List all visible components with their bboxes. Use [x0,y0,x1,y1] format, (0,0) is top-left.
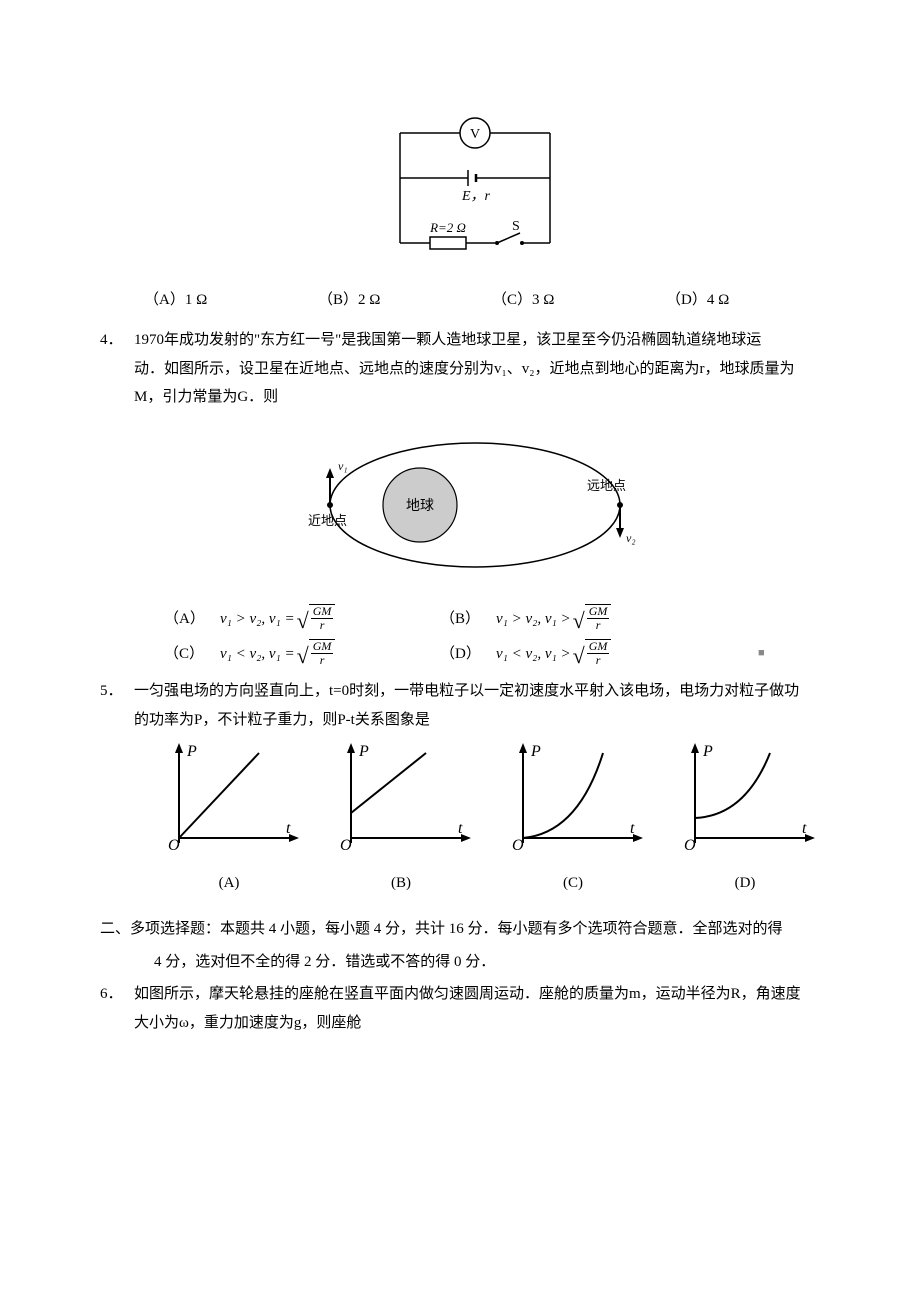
q4-choice-d-label: （D） [440,637,496,672]
q5-number: 5． [100,677,134,706]
v1-label: v₁ [338,459,348,473]
graph-b-label: (B) [326,869,476,898]
graph-a: P t O (A) [154,738,304,897]
q6-line2: 大小为ω，重力加速度为g，则座舱 [100,1009,840,1038]
emf-label: E，r [461,189,491,204]
q5-line1: 一匀强电场的方向竖直向上，t=0时刻，一带电粒子以一定初速度水平射入该电场，电场… [134,677,840,706]
svg-text:P: P [530,743,541,760]
earth-label: 地球 [406,498,434,514]
q4-line1: 1970年成功发射的"东方红一号"是我国第一颗人造地球卫星，该卫星至今仍沿椭圆轨… [134,326,840,355]
choice-c: （C）3 Ω [492,286,666,315]
v2-label: v₂ [626,531,636,545]
perigee-label: 近地点 [308,513,347,528]
q4-choice-d-expr: v₁ < v₂, v₁ > [496,637,571,672]
q4-choice-c-expr: v₁ < v₂, v₁ = [220,637,295,672]
choice-b: （B）2 Ω [318,286,492,315]
circuit-diagram: V E，r R=2 Ω S [100,108,840,274]
svg-text:O: O [684,837,696,854]
voltmeter-label: V [470,127,480,142]
q4-choice-c-label: （C） [164,637,220,672]
q5-graphs: P t O (A) P t O (B) [100,734,840,897]
section2-head: 二、多项选择题：本题共 4 小题，每小题 4 分，共计 16 分．每小题有多个选… [100,915,840,944]
svg-text:O: O [168,837,180,854]
section2-head2: 4 分，选对但不全的得 2 分．错选或不答的得 0 分． [100,948,840,977]
graph-c: P t O (C) [498,738,648,897]
svg-text:O: O [340,837,352,854]
q4-choice-a-expr: v₁ > v₂, v₁ = [220,602,295,637]
apogee-label: 远地点 [587,478,626,493]
svg-text:t: t [802,820,807,837]
q4-number: 4． [100,326,134,355]
svg-text:t: t [286,820,291,837]
choice-a: （A）1 Ω [144,286,318,315]
q4-line3: M，引力常量为G．则 [100,383,840,412]
q5: 5． 一匀强电场的方向竖直向上，t=0时刻，一带电粒子以一定初速度水平射入该电场… [100,677,840,706]
graph-d-label: (D) [670,869,820,898]
svg-text:P: P [358,743,369,760]
redot-marker: ■ [716,641,765,666]
switch-label: S [512,219,520,234]
svg-text:P: P [702,743,713,760]
choice-d: （D）4 Ω [666,286,840,315]
svg-text:t: t [458,820,463,837]
orbit-diagram: 地球 v₁ 近地点 v₂ 远地点 [100,420,840,591]
svg-text:O: O [512,837,524,854]
graph-c-label: (C) [498,869,648,898]
q4-line2: 动．如图所示，设卫星在近地点、远地点的速度分别为v₁、v₂，近地点到地心的距离为… [100,355,840,384]
graph-b: P t O (B) [326,738,476,897]
q3-choices: （A）1 Ω （B）2 Ω （C）3 Ω （D）4 Ω [100,286,840,315]
graph-a-label: (A) [154,869,304,898]
svg-text:P: P [186,743,197,760]
q6-line1: 如图所示，摩天轮悬挂的座舱在竖直平面内做匀速圆周运动．座舱的质量为m，运动半径为… [134,980,840,1009]
q4-choice-b-label: （B） [440,602,496,637]
q4-choices: （A） v₁ > v₂, v₁ = √GMr （B） v₁ > v₂, v₁ >… [100,602,840,671]
q4: 4． 1970年成功发射的"东方红一号"是我国第一颗人造地球卫星，该卫星至今仍沿… [100,326,840,355]
q5-line2: 的功率为P，不计粒子重力，则P-t关系图象是 [100,706,840,735]
q4-choice-b-expr: v₁ > v₂, v₁ > [496,602,571,637]
q4-choice-a-label: （A） [164,602,220,637]
resistor-label: R=2 Ω [429,220,466,235]
graph-d: P t O (D) [670,738,820,897]
svg-text:t: t [630,820,635,837]
q6-number: 6． [100,980,134,1009]
q6: 6． 如图所示，摩天轮悬挂的座舱在竖直平面内做匀速圆周运动．座舱的质量为m，运动… [100,980,840,1009]
